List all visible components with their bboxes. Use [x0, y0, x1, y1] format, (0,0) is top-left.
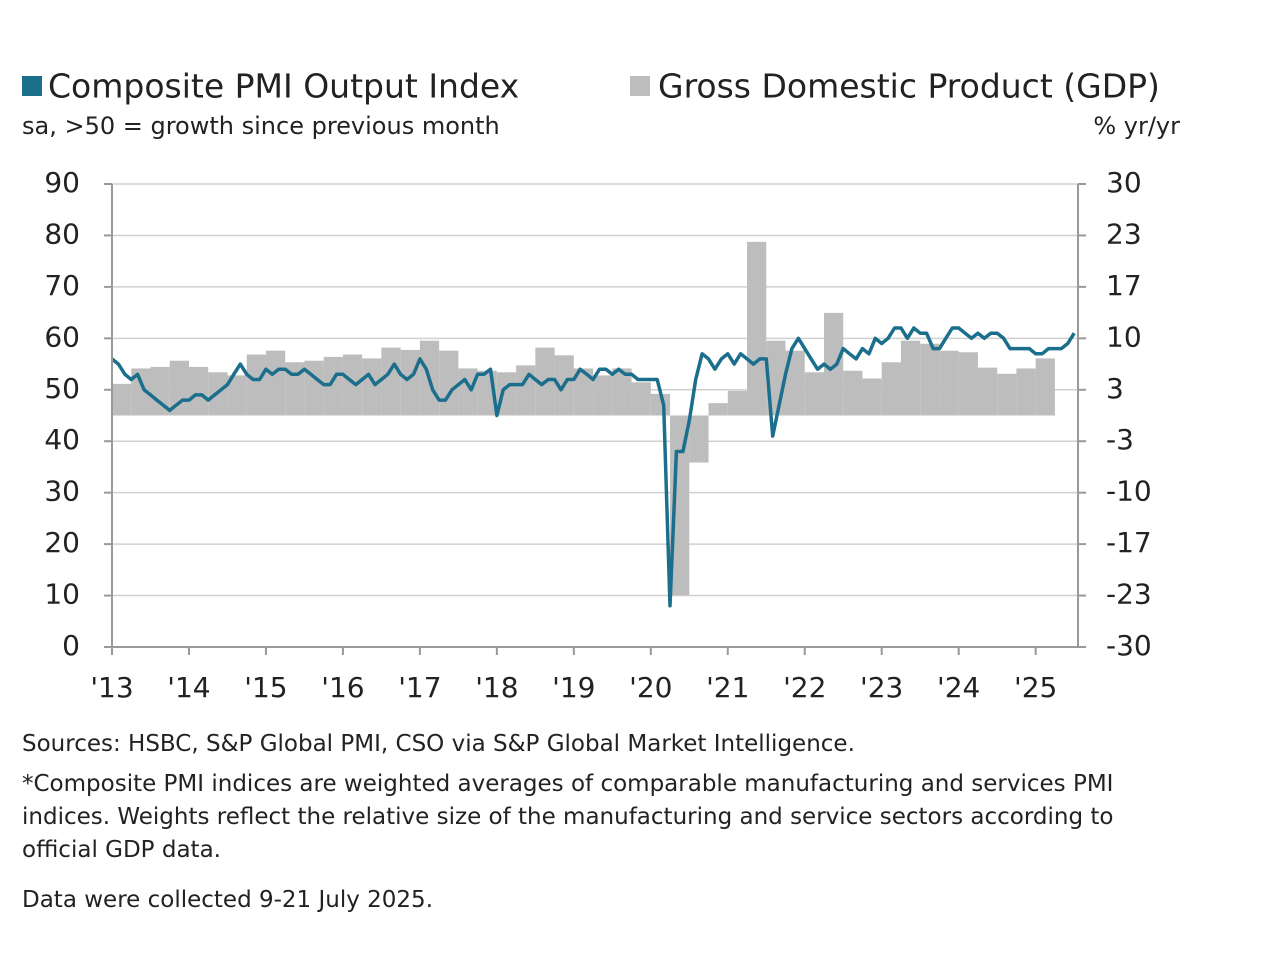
- y2-axis-label: % yr/yr: [1093, 112, 1180, 140]
- x-tick-label: '21: [706, 671, 749, 704]
- bar: [939, 350, 959, 416]
- y-tick-label: 10: [44, 578, 80, 611]
- bar: [112, 383, 132, 416]
- y2-tick-label: 23: [1106, 217, 1142, 250]
- footnote: Data were collected 9-21 July 2025.: [22, 887, 434, 913]
- bar: [593, 375, 613, 416]
- y2-tick-label: 30: [1106, 166, 1142, 199]
- bar: [265, 350, 286, 416]
- sources: Sources: HSBC, S&P Global PMI, CSO via S…: [22, 731, 855, 757]
- x-tick-label: '18: [475, 671, 518, 704]
- bar: [862, 378, 882, 416]
- bar: [823, 312, 844, 416]
- y-tick-label: 90: [44, 166, 80, 199]
- y2-tick-label: -30: [1106, 629, 1152, 662]
- y-tick-label: 50: [44, 372, 80, 405]
- bar: [689, 415, 709, 463]
- bar: [304, 360, 324, 416]
- x-tick-label: '24: [937, 671, 980, 704]
- bar: [958, 352, 978, 416]
- bar: [516, 365, 536, 416]
- x-tick-label: '20: [629, 671, 672, 704]
- x-tick-label: '14: [167, 671, 210, 704]
- bar: [323, 356, 343, 416]
- y-tick-label: 20: [44, 526, 80, 559]
- legend-label: Gross Domestic Product (GDP): [658, 67, 1160, 106]
- bar: [150, 366, 170, 416]
- y2-tick-label: -10: [1106, 475, 1152, 508]
- bar: [381, 347, 401, 416]
- y2-tick-label: -23: [1106, 578, 1152, 611]
- x-tick-label: '25: [1014, 671, 1057, 704]
- bar: [1016, 368, 1036, 416]
- bar: [342, 354, 363, 416]
- bar: [631, 382, 651, 416]
- x-tick-label: '23: [860, 671, 903, 704]
- y2-tick-label: 3: [1106, 372, 1124, 405]
- x-tick-label: '15: [244, 671, 287, 704]
- y-tick-label: 0: [62, 629, 80, 662]
- bar: [612, 368, 632, 416]
- bar: [439, 350, 459, 416]
- axis-frame: [111, 184, 1079, 648]
- bar: [227, 375, 247, 416]
- y-axis-label: sa, >50 = growth since previous month: [22, 112, 500, 140]
- y-tick-label: 60: [44, 320, 80, 353]
- y-tick-label: 70: [44, 269, 80, 302]
- bar: [785, 350, 805, 416]
- bar: [843, 370, 863, 416]
- y-tick-label: 30: [44, 475, 80, 508]
- bar: [131, 368, 151, 416]
- x-tick-label: '13: [90, 671, 133, 704]
- bar: [188, 366, 209, 416]
- bar: [900, 340, 921, 416]
- y2-tick-label: -3: [1106, 423, 1134, 456]
- legend-label: Composite PMI Output Index: [48, 67, 519, 106]
- bar: [997, 373, 1017, 416]
- bar: [285, 362, 305, 416]
- bar: [573, 368, 594, 416]
- bar: [977, 367, 998, 416]
- legend-swatch: [630, 76, 650, 96]
- y2-tick-label: -17: [1106, 526, 1152, 559]
- x-tick-label: '22: [783, 671, 826, 704]
- bar: [747, 241, 767, 416]
- bar: [920, 343, 940, 416]
- bar: [708, 403, 728, 416]
- x-tick-label: '17: [398, 671, 441, 704]
- pmi-line: [110, 326, 1076, 608]
- legend-swatch: [22, 76, 42, 96]
- bar: [881, 362, 901, 416]
- bar: [804, 372, 824, 416]
- x-tick-label: '19: [552, 671, 595, 704]
- y2-tick-label: 10: [1106, 320, 1142, 353]
- footnote: *Composite PMI indices are weighted aver…: [22, 771, 1114, 863]
- bar: [727, 390, 748, 416]
- bar: [458, 368, 478, 416]
- bar: [1035, 358, 1055, 416]
- y2-tick-label: 17: [1106, 269, 1142, 302]
- bar: [400, 349, 420, 416]
- y-tick-label: 40: [44, 423, 80, 456]
- bar: [362, 358, 382, 416]
- x-tick-label: '16: [321, 671, 364, 704]
- bar: [246, 354, 266, 416]
- y-tick-label: 80: [44, 217, 80, 250]
